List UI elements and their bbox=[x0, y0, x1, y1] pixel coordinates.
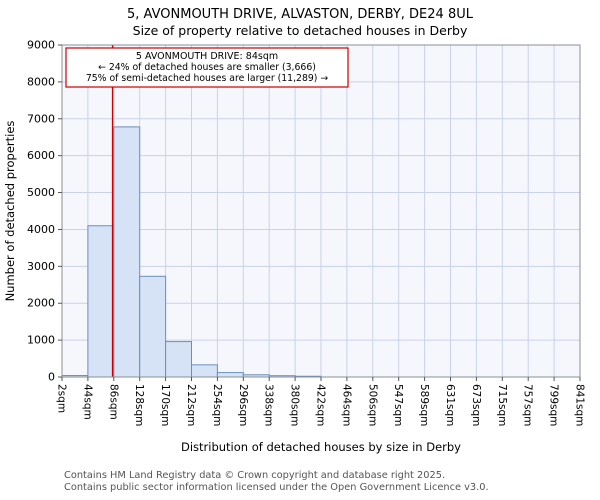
x-tick-label: 86sqm bbox=[107, 384, 119, 420]
x-tick-label: 380sqm bbox=[289, 384, 301, 426]
x-tick-label: 170sqm bbox=[159, 384, 171, 426]
histogram-bar bbox=[139, 275, 167, 378]
x-tick-label: 841sqm bbox=[574, 384, 586, 426]
histogram-bar bbox=[87, 225, 115, 378]
y-tick-label: 8000 bbox=[27, 75, 55, 88]
x-tick-label: 2sqm bbox=[56, 384, 68, 413]
y-tick-label: 0 bbox=[48, 371, 55, 384]
x-tick-label: 464sqm bbox=[340, 384, 352, 426]
annotation-box bbox=[65, 47, 349, 88]
x-tick-label: 254sqm bbox=[211, 384, 223, 426]
x-tick-label: 631sqm bbox=[444, 384, 456, 426]
chart-footer: Contains HM Land Registry data © Crown c… bbox=[64, 470, 489, 494]
y-tick-label: 9000 bbox=[27, 39, 55, 52]
x-tick-label: 296sqm bbox=[237, 384, 249, 426]
x-tick-label: 128sqm bbox=[133, 384, 145, 426]
histogram-chart: 0 1000 2000 3000 4000 5000 6000 7000 8000 9000 2sq… bbox=[3, 39, 586, 454]
annotation-line-3: 75% of semi-detached houses are larger (… bbox=[86, 73, 329, 84]
histogram-bar bbox=[216, 372, 244, 378]
y-tick-label: 2000 bbox=[27, 297, 55, 310]
footer-line2: Contains public sector information licen… bbox=[64, 482, 489, 493]
x-tick-label: 589sqm bbox=[418, 384, 430, 426]
y-tick-label: 4000 bbox=[27, 223, 55, 236]
x-axis-label: Distribution of detached houses by size … bbox=[181, 440, 461, 454]
y-axis-label: Number of detached properties bbox=[3, 121, 17, 302]
y-tick-label: 6000 bbox=[27, 149, 55, 162]
x-tick-label: 547sqm bbox=[392, 384, 404, 426]
x-tick-label: 506sqm bbox=[366, 384, 378, 426]
x-tick-label: 44sqm bbox=[81, 384, 93, 420]
histogram-bar bbox=[191, 364, 218, 378]
x-tick-label: 212sqm bbox=[185, 384, 197, 426]
histogram-bar bbox=[113, 126, 141, 378]
annotation-line-2: ← 24% of detached houses are smaller (3,… bbox=[98, 62, 316, 73]
histogram-bar bbox=[165, 341, 193, 378]
chart-subtitle: Size of property relative to detached ho… bbox=[132, 23, 468, 38]
footer-line1: Contains HM Land Registry data © Crown c… bbox=[64, 470, 446, 481]
x-tick-label: 799sqm bbox=[548, 384, 560, 426]
x-tick-label: 757sqm bbox=[522, 384, 534, 426]
annotation-line-1: 5 AVONMOUTH DRIVE: 84sqm bbox=[136, 51, 278, 62]
x-tick-label: 673sqm bbox=[470, 384, 482, 426]
y-tick-label: 5000 bbox=[27, 186, 55, 199]
x-tick-label: 338sqm bbox=[263, 384, 275, 426]
y-tick-label: 3000 bbox=[27, 260, 55, 273]
chart-header: 5, AVONMOUTH DRIVE, ALVASTON, DERBY, DE2… bbox=[0, 0, 600, 39]
y-tick-label: 7000 bbox=[27, 112, 55, 125]
y-tick-label: 1000 bbox=[27, 334, 55, 347]
x-tick-label: 715sqm bbox=[496, 384, 508, 426]
chart-title: 5, AVONMOUTH DRIVE, ALVASTON, DERBY, DE2… bbox=[127, 7, 473, 22]
x-tick-label: 422sqm bbox=[315, 384, 327, 426]
